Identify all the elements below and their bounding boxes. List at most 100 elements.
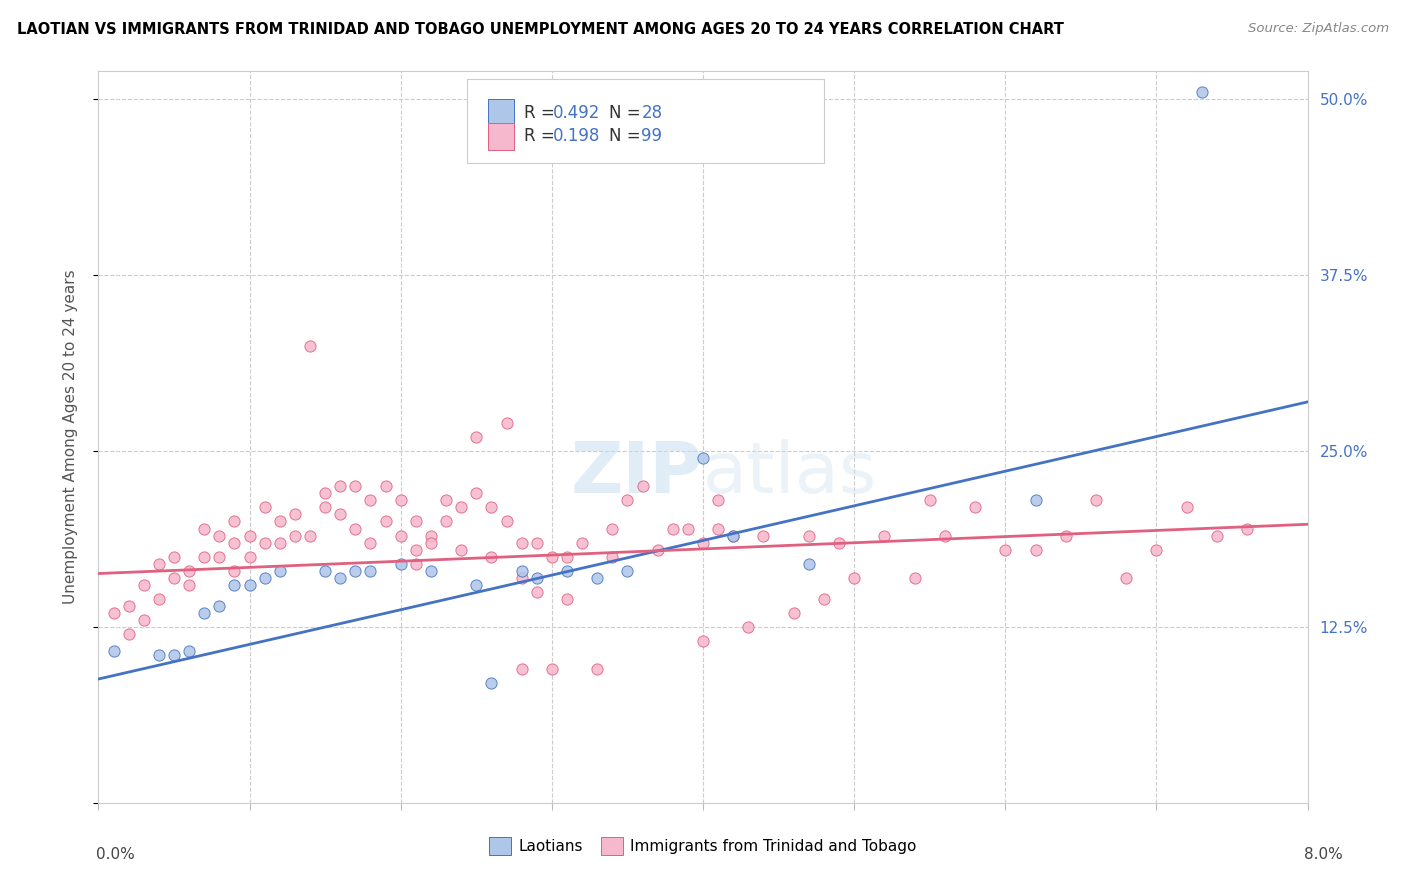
Text: 8.0%: 8.0%: [1303, 847, 1343, 862]
FancyBboxPatch shape: [488, 99, 515, 127]
Point: [918, 493, 941, 508]
Point: [450, 500, 472, 515]
Point: [132, 578, 155, 592]
Point: [783, 606, 806, 620]
Point: [420, 528, 443, 542]
Point: [434, 515, 457, 529]
Point: [844, 571, 866, 585]
Point: [631, 479, 654, 493]
Point: [571, 535, 593, 549]
Point: [405, 515, 427, 529]
FancyBboxPatch shape: [467, 78, 824, 163]
Point: [1236, 521, 1258, 535]
Point: [224, 578, 246, 592]
Point: [692, 634, 714, 648]
Point: [360, 535, 382, 549]
Point: [465, 430, 488, 444]
Text: 0.492: 0.492: [553, 104, 600, 122]
Text: 0.0%: 0.0%: [96, 847, 135, 862]
Point: [132, 613, 155, 627]
Point: [163, 648, 186, 662]
Point: [510, 571, 533, 585]
Point: [420, 564, 443, 578]
Text: 28: 28: [641, 104, 662, 122]
Point: [284, 528, 307, 542]
Point: [465, 486, 488, 500]
Point: [239, 549, 262, 564]
Point: [284, 508, 307, 522]
Point: [661, 521, 683, 535]
Point: [797, 528, 820, 542]
Point: [163, 571, 186, 585]
Point: [344, 479, 367, 493]
Point: [405, 557, 427, 571]
Point: [389, 528, 412, 542]
Text: ZIP: ZIP: [571, 439, 703, 508]
Point: [1054, 528, 1077, 542]
Point: [389, 493, 412, 508]
Point: [1146, 542, 1168, 557]
Point: [723, 528, 745, 542]
FancyBboxPatch shape: [488, 122, 515, 151]
Text: N =: N =: [609, 128, 645, 145]
Text: Source: ZipAtlas.com: Source: ZipAtlas.com: [1249, 22, 1389, 36]
Point: [239, 578, 262, 592]
Point: [555, 564, 578, 578]
Point: [526, 571, 548, 585]
Point: [208, 599, 231, 613]
Point: [269, 515, 291, 529]
Y-axis label: Unemployment Among Ages 20 to 24 years: Unemployment Among Ages 20 to 24 years: [63, 269, 77, 605]
Point: [208, 528, 231, 542]
Point: [495, 416, 517, 430]
Point: [314, 486, 336, 500]
Point: [510, 535, 533, 549]
Text: atlas: atlas: [703, 439, 877, 508]
Point: [965, 500, 987, 515]
Point: [299, 339, 322, 353]
Point: [434, 493, 457, 508]
Point: [1175, 500, 1198, 515]
Point: [828, 535, 851, 549]
Point: [224, 515, 246, 529]
Point: [1085, 493, 1108, 508]
Point: [616, 564, 638, 578]
Point: [737, 620, 759, 634]
Point: [692, 451, 714, 466]
Point: [360, 564, 382, 578]
Point: [163, 549, 186, 564]
Point: [269, 535, 291, 549]
Point: [329, 571, 352, 585]
Point: [253, 571, 276, 585]
Point: [405, 542, 427, 557]
Point: [647, 542, 669, 557]
Point: [450, 542, 472, 557]
Point: [193, 606, 215, 620]
Point: [224, 535, 246, 549]
Point: [481, 676, 503, 690]
Point: [360, 493, 382, 508]
Point: [253, 535, 276, 549]
Point: [495, 515, 517, 529]
Point: [994, 542, 1017, 557]
Point: [329, 479, 352, 493]
Point: [555, 591, 578, 606]
Text: 0.198: 0.198: [553, 128, 600, 145]
Point: [481, 500, 503, 515]
Point: [873, 528, 896, 542]
Point: [193, 549, 215, 564]
Point: [1025, 542, 1047, 557]
Point: [148, 557, 170, 571]
Point: [1206, 528, 1229, 542]
Text: R =: R =: [524, 128, 560, 145]
Point: [752, 528, 775, 542]
Point: [208, 549, 231, 564]
Point: [526, 584, 548, 599]
Point: [540, 549, 562, 564]
Point: [602, 521, 624, 535]
Point: [510, 564, 533, 578]
Point: [148, 648, 170, 662]
Point: [526, 535, 548, 549]
Text: LAOTIAN VS IMMIGRANTS FROM TRINIDAD AND TOBAGO UNEMPLOYMENT AMONG AGES 20 TO 24 : LAOTIAN VS IMMIGRANTS FROM TRINIDAD AND …: [17, 22, 1064, 37]
Point: [179, 578, 201, 592]
Point: [813, 591, 835, 606]
